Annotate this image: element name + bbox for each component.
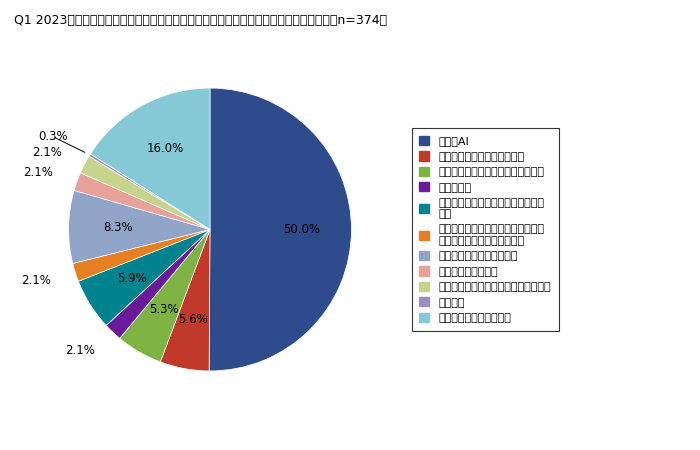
Text: 2.1%: 2.1% (65, 344, 95, 357)
Wedge shape (74, 173, 210, 230)
Wedge shape (80, 156, 210, 230)
Text: 2.1%: 2.1% (32, 146, 62, 159)
Text: 5.6%: 5.6% (178, 313, 208, 326)
Wedge shape (90, 88, 210, 230)
Wedge shape (89, 154, 210, 230)
Wedge shape (73, 230, 210, 281)
Text: 2.1%: 2.1% (23, 166, 53, 180)
Text: Q1 2023年、電気・情報工学分野で最も注目されたと思う分野はどれだと思いますか？（n=374）: Q1 2023年、電気・情報工学分野で最も注目されたと思う分野はどれだと思います… (14, 14, 387, 27)
Wedge shape (69, 190, 210, 263)
Text: 5.3%: 5.3% (149, 302, 178, 315)
Wedge shape (209, 88, 351, 371)
Text: 2.1%: 2.1% (21, 274, 51, 287)
Wedge shape (106, 230, 210, 338)
Wedge shape (160, 230, 210, 371)
Text: 50.0%: 50.0% (284, 223, 321, 236)
Text: 0.3%: 0.3% (38, 130, 67, 143)
Text: 16.0%: 16.0% (147, 143, 184, 156)
Wedge shape (78, 230, 210, 325)
Legend: ・生成AI, ・機械力学、メカトロニクス, ・ロボティクス、知能機械システム, ・統計科学, ・情報ネットワーク、情報セキュリ
ティ, ・知覚情報処理、ヒューマ: ・生成AI, ・機械力学、メカトロニクス, ・ロボティクス、知能機械システム, … (412, 128, 559, 331)
Text: 5.9%: 5.9% (118, 272, 147, 285)
Text: 8.3%: 8.3% (104, 221, 133, 234)
Wedge shape (120, 230, 210, 362)
